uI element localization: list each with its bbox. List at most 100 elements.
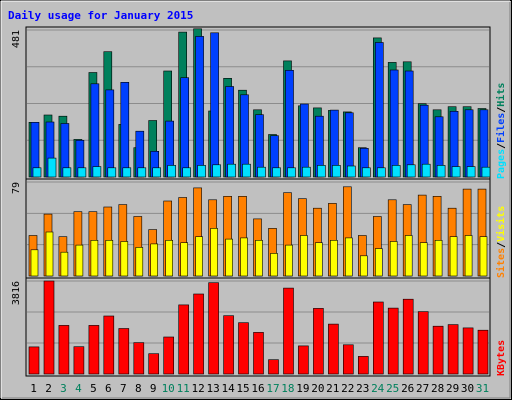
day-label: 31	[476, 382, 489, 395]
visits-bar-day-26	[404, 235, 413, 277]
files-bar-day-25	[389, 69, 399, 178]
visits-bar-day-9	[150, 243, 158, 277]
day-label: 12	[191, 382, 204, 395]
kbytes-bar-day-3	[58, 325, 70, 375]
day-label: 26	[401, 382, 414, 395]
visits-bar-day-3	[60, 251, 69, 277]
panel-visits-sites: 79 Sites/Visits	[11, 178, 507, 279]
pages-bar-day-23	[361, 167, 371, 178]
kbytes-bar-day-27	[417, 311, 429, 375]
legend-separator: /	[496, 143, 507, 149]
visits-bar-day-28	[434, 240, 443, 277]
pages-bar-day-7	[122, 167, 132, 178]
visits-bar-day-31	[479, 236, 488, 277]
visits-bar-day-18	[285, 244, 293, 277]
pages-bar-day-6	[107, 167, 117, 178]
day-label: 2	[45, 382, 52, 395]
pages-bar-day-20	[317, 165, 326, 178]
kbytes-bar-day-29	[447, 324, 459, 375]
visits-bar-day-29	[449, 236, 458, 277]
pages-bar-day-14	[227, 163, 236, 178]
kbytes-bar-day-23	[357, 356, 369, 375]
y-max-tick-label: 481	[11, 30, 22, 48]
day-label: 19	[296, 382, 309, 395]
pages-bar-day-11	[182, 167, 191, 178]
files-bar-day-18	[285, 70, 294, 178]
series-pages	[32, 157, 491, 178]
visits-bar-day-6	[105, 240, 114, 277]
files-bar-day-14	[225, 86, 234, 178]
series-files	[30, 32, 489, 178]
legend-hits: Hits	[495, 83, 507, 107]
day-label: 6	[105, 382, 112, 395]
pages-bar-day-10	[167, 165, 176, 178]
pages-bar-day-17	[272, 167, 281, 178]
kbytes-bar-day-12	[193, 293, 204, 375]
kbytes-bar-day-1	[28, 346, 40, 375]
files-bar-day-13	[210, 32, 219, 178]
panel-legend: Sites/Visits	[495, 206, 507, 278]
day-label: 9	[150, 382, 157, 395]
series-visits	[30, 228, 488, 277]
day-label: 30	[461, 382, 474, 395]
visits-bar-day-20	[315, 242, 323, 277]
visits-bar-day-14	[225, 238, 233, 277]
legend-visits: Visits	[495, 206, 507, 242]
series-kbytes	[28, 280, 489, 375]
pages-bar-day-9	[152, 167, 161, 178]
kbytes-bar-day-10	[163, 336, 174, 375]
legend-separator: /	[496, 107, 507, 113]
kbytes-bar-day-18	[283, 287, 294, 375]
kbytes-bar-day-26	[402, 298, 414, 375]
pages-bar-day-16	[257, 166, 266, 178]
pages-bar-day-19	[302, 166, 311, 178]
visits-bar-day-8	[135, 247, 144, 277]
files-bar-day-7	[120, 82, 130, 178]
visits-bar-day-2	[45, 231, 54, 277]
pages-bar-day-1	[32, 167, 42, 178]
files-bar-day-11	[180, 77, 189, 178]
day-label: 16	[251, 382, 264, 395]
day-label: 10	[162, 382, 175, 395]
kbytes-bar-day-24	[372, 301, 384, 375]
kbytes-bar-day-9	[148, 353, 159, 375]
pages-bar-day-21	[332, 165, 341, 178]
panel-legend: KBytes	[496, 340, 507, 376]
kbytes-bar-day-28	[432, 325, 444, 375]
visits-bar-day-21	[330, 240, 338, 277]
legend-kbytes: KBytes	[496, 340, 507, 376]
kbytes-bar-day-2	[43, 280, 55, 375]
kbytes-bar-day-20	[313, 308, 324, 375]
kbytes-bar-day-16	[253, 332, 264, 375]
visits-bar-day-30	[464, 235, 473, 277]
day-label: 21	[326, 382, 339, 395]
pages-bar-day-18	[287, 167, 296, 178]
pages-bar-day-29	[451, 166, 461, 178]
visits-bar-day-11	[180, 242, 188, 277]
day-label: 11	[177, 382, 190, 395]
kbytes-bar-day-4	[73, 346, 85, 375]
visits-bar-day-23	[359, 255, 368, 277]
kbytes-bar-day-5	[88, 325, 100, 375]
visits-bar-day-22	[344, 237, 353, 277]
pages-bar-day-15	[242, 163, 251, 178]
kbytes-bar-day-17	[268, 359, 279, 375]
chart-title: Daily usage for January 2015	[8, 9, 193, 22]
files-bar-day-19	[300, 103, 309, 178]
visits-bar-day-19	[300, 235, 308, 277]
day-label: 14	[221, 382, 235, 395]
kbytes-bar-day-8	[133, 342, 145, 375]
panel-kbytes: 3816 KBytes	[11, 277, 507, 377]
visits-bar-day-27	[419, 242, 428, 277]
kbytes-bar-day-25	[387, 307, 399, 375]
day-label: 15	[236, 382, 249, 395]
day-axis-labels: 1 2 3 4 5 6 7 8 9 10 11 12 13 14 15 16 17 18 19 20 21 22 23 24 2…	[30, 382, 489, 395]
pages-bar-day-31	[481, 166, 491, 178]
kbytes-bar-day-30	[462, 327, 474, 375]
day-label: 3	[60, 382, 67, 395]
pages-bar-day-12	[197, 165, 206, 178]
visits-bar-day-7	[120, 241, 129, 277]
